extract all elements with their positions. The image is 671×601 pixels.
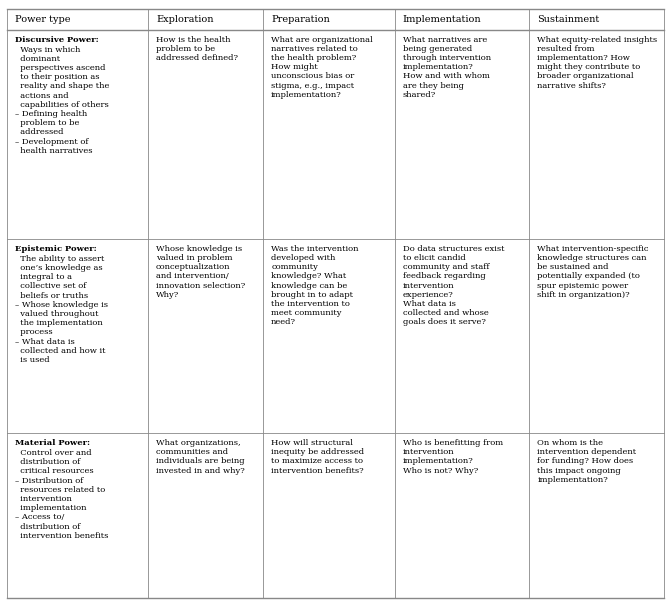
Text: Do data structures exist
to elicit candid
community and staff
feedback regarding: Do data structures exist to elicit candi… — [403, 245, 504, 326]
Text: What intervention-specific
knowledge structures can
be sustained and
potentially: What intervention-specific knowledge str… — [537, 245, 649, 299]
Text: What equity-related insights
resulted from
implementation? How
might they contri: What equity-related insights resulted fr… — [537, 35, 658, 90]
Text: What narratives are
being generated
through intervention
implementation?
How and: What narratives are being generated thro… — [403, 35, 491, 99]
Text: Epistemic Power:: Epistemic Power: — [15, 245, 97, 252]
Text: What organizations,
communities and
individuals are being
invested in and why?: What organizations, communities and indi… — [156, 439, 245, 475]
Text: Control over and
  distribution of
  critical resources
– Distribution of
  reso: Control over and distribution of critica… — [15, 449, 108, 540]
Text: Was the intervention
developed with
community
knowledge? What
knowledge can be
b: Was the intervention developed with comm… — [271, 245, 359, 326]
Text: How is the health
problem to be
addressed defined?: How is the health problem to be addresse… — [156, 35, 238, 62]
Text: Exploration: Exploration — [156, 15, 213, 24]
Text: What are organizational
narratives related to
the health problem?
How might
unco: What are organizational narratives relat… — [271, 35, 373, 99]
Text: Ways in which
  dominant
  perspectives ascend
  to their position as
  reality : Ways in which dominant perspectives asce… — [15, 46, 109, 155]
Text: How will structural
inequity be addressed
to maximize access to
intervention ben: How will structural inequity be addresse… — [271, 439, 364, 475]
Text: On whom is the
intervention dependent
for funding? How does
this impact ongoing
: On whom is the intervention dependent fo… — [537, 439, 637, 484]
Text: Discursive Power:: Discursive Power: — [15, 35, 99, 44]
Text: Material Power:: Material Power: — [15, 439, 90, 447]
Text: Who is benefitting from
intervention
implementation?
Who is not? Why?: Who is benefitting from intervention imp… — [403, 439, 503, 475]
Text: Implementation: Implementation — [403, 15, 481, 24]
Text: Power type: Power type — [15, 15, 70, 24]
Text: The ability to assert
  one’s knowledge as
  integral to a
  collective set of
 : The ability to assert one’s knowledge as… — [15, 255, 108, 364]
Text: Sustainment: Sustainment — [537, 15, 600, 24]
Text: Whose knowledge is
valued in problem
conceptualization
and intervention/
innovat: Whose knowledge is valued in problem con… — [156, 245, 246, 299]
Text: Preparation: Preparation — [271, 15, 330, 24]
